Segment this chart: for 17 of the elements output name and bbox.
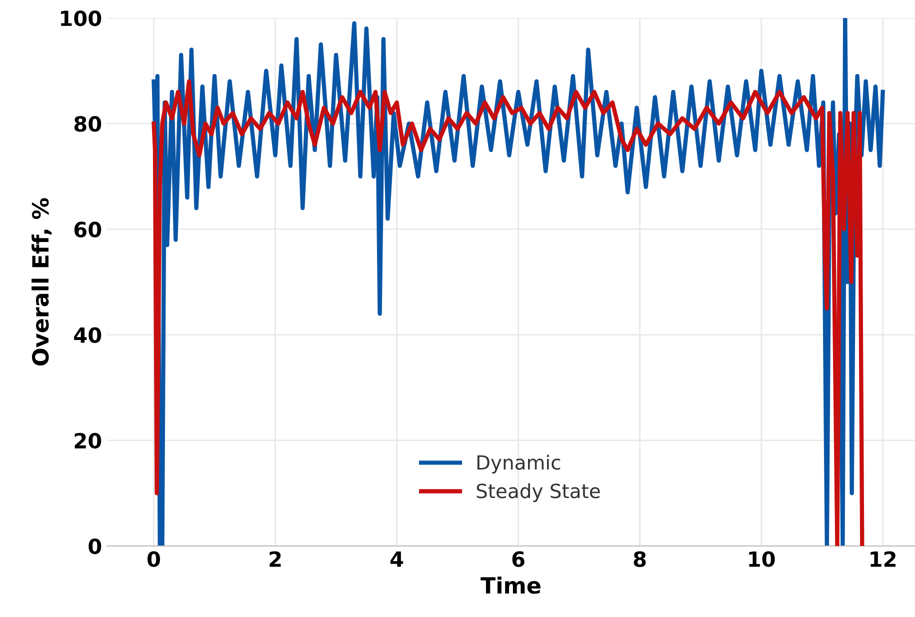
x-tick-label: 8 [634,551,646,567]
y-tick-label: 80 [74,116,102,132]
y-axis-title: Overall Eff, % [32,198,52,366]
x-tick-label: 0 [148,551,160,567]
x-tick-label: 2 [270,551,281,567]
y-tick-label: 0 [88,538,102,554]
y-tick-label: 20 [74,432,102,449]
x-tick-label: 10 [749,551,775,567]
y-tick-label: 60 [74,222,102,238]
y-tick-label: 100 [61,10,102,26]
x-axis-title: Time [480,576,540,594]
legend-label: Steady State [476,483,600,502]
x-tick-label: 12 [870,551,896,567]
x-tick-label: 6 [512,551,524,567]
y-tick-label: 40 [74,327,102,344]
x-tick-label: 4 [390,552,404,567]
legend-label: Dynamic [477,454,560,474]
